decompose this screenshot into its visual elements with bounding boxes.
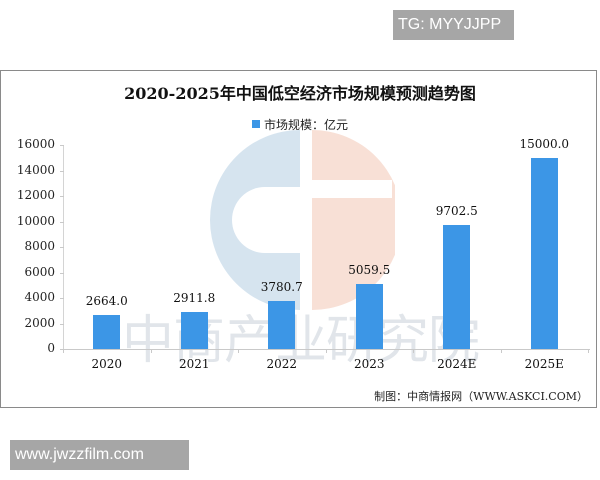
x-tick-label: 2022 — [266, 357, 298, 371]
y-tick-label: 6000 — [24, 264, 55, 279]
y-tick-mark — [60, 272, 64, 274]
x-tick-label: 2023 — [353, 357, 385, 371]
bar-2025E — [530, 157, 558, 349]
y-tick-label: 16000 — [16, 137, 55, 151]
x-tick-mark — [63, 349, 64, 353]
x-tick-label: 2024E — [437, 357, 477, 371]
x-tick-label: 2025E — [524, 357, 564, 371]
source-credit: 制图：中商情报网（WWW.ASKCI.COM） — [374, 390, 588, 403]
y-tick-label: 8000 — [24, 239, 55, 253]
y-tick-mark — [60, 221, 64, 223]
top-watermark-tag: TG: MYYJJPP — [393, 10, 514, 40]
y-tick-label: 12000 — [16, 188, 55, 202]
y-tick-label: 0 — [47, 341, 55, 355]
chart-title: 2020-2025年中国低空经济市场规模预测趋势图 — [124, 84, 476, 103]
y-tick-mark — [60, 196, 64, 197]
bar-2021 — [180, 311, 208, 349]
value-label: 2664.0 — [85, 294, 128, 309]
bottom-watermark-tag: www.jwzzfilm.com — [10, 440, 189, 470]
legend-swatch-icon — [251, 120, 260, 128]
y-tick-label: 10000 — [16, 213, 55, 228]
y-tick-mark — [60, 247, 64, 248]
x-tick-mark — [238, 349, 239, 353]
x-tick-label: 2020 — [91, 357, 123, 371]
bar-2023 — [355, 284, 383, 349]
x-tick-label: 2021 — [178, 357, 210, 371]
y-tick-label: 14000 — [16, 162, 55, 177]
y-tick-mark — [60, 349, 64, 350]
value-label: 15000.0 — [519, 136, 570, 151]
value-label: 2911.8 — [173, 290, 216, 305]
bar-2022 — [268, 300, 296, 349]
chart-legend: 市场规模：亿元 — [0, 116, 600, 133]
x-tick-mark — [150, 349, 152, 353]
value-label: 9702.5 — [435, 204, 478, 219]
y-tick-mark — [60, 323, 64, 325]
value-label: 3780.7 — [260, 279, 303, 294]
x-tick-mark — [413, 349, 414, 353]
y-tick-mark — [60, 145, 64, 146]
legend-label: 市场规模：亿元 — [263, 118, 348, 132]
y-tick-label: 2000 — [24, 315, 55, 330]
y-tick-mark — [60, 298, 64, 299]
x-tick-mark — [500, 349, 502, 353]
x-axis — [63, 349, 590, 350]
y-tick-label: 4000 — [24, 290, 55, 304]
bar-2024E — [443, 225, 471, 349]
value-label: 5059.5 — [348, 263, 391, 278]
bar-2020 — [93, 315, 121, 349]
watermark-logo-icon — [210, 130, 395, 310]
y-tick-mark — [60, 170, 64, 172]
x-tick-mark — [325, 349, 327, 353]
x-tick-mark — [588, 349, 589, 353]
